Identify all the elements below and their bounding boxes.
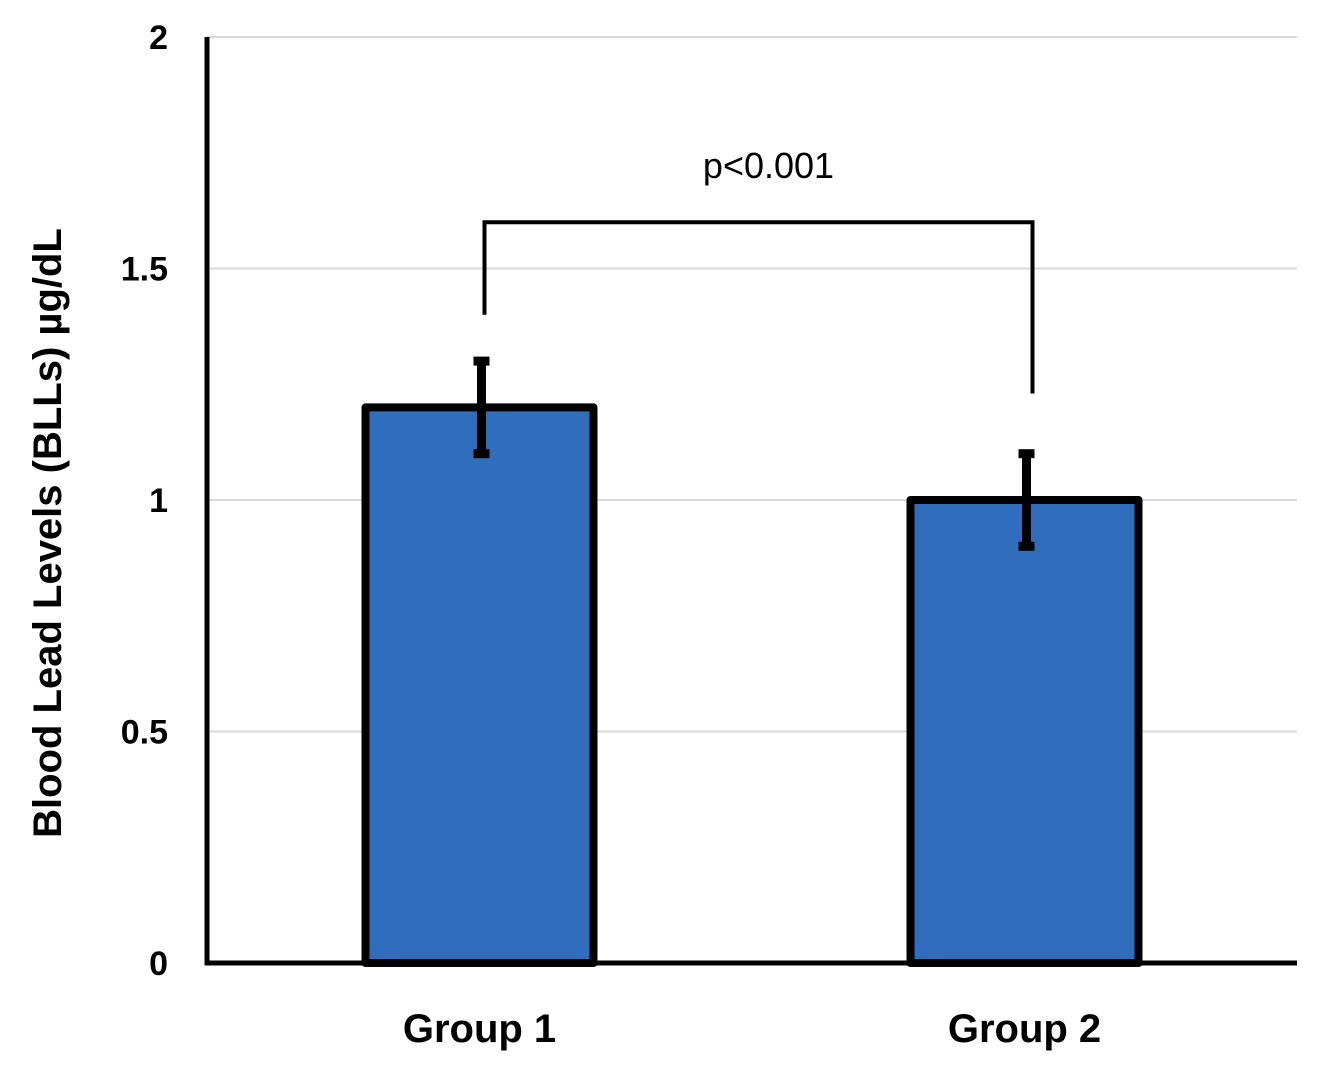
y-tick-label: 0 xyxy=(149,945,168,983)
significance-bracket xyxy=(482,220,1035,394)
significance-annotation: p<0.001 xyxy=(482,145,1035,394)
x-tick-label: Group 2 xyxy=(948,1007,1101,1051)
axes xyxy=(204,37,1297,966)
bar xyxy=(906,496,1143,967)
y-axis-title: Blood Lead Levels (BLLs) µg/dL xyxy=(26,228,70,838)
y-tick-label: 1.5 xyxy=(121,251,168,289)
axis-labels: 0 0.5 1 1.5 2 Group 1 Group 2 Blood Lead Levels… xyxy=(26,19,1101,1051)
y-tick-label: 0.5 xyxy=(121,714,168,752)
error-bars xyxy=(473,356,1035,551)
y-tick-label: 2 xyxy=(149,19,168,57)
x-tick-label: Group 1 xyxy=(403,1007,556,1051)
y-tick-label: 1 xyxy=(149,482,168,520)
p-value-label: p<0.001 xyxy=(703,145,834,186)
bar xyxy=(361,403,598,967)
